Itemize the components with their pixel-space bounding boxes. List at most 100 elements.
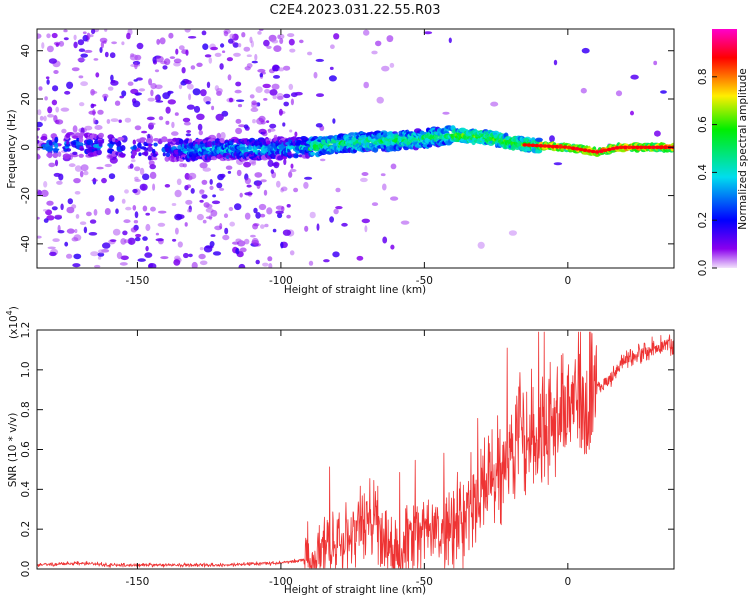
noise-blob bbox=[134, 166, 141, 172]
noise-blob bbox=[66, 253, 73, 259]
noise-blob bbox=[328, 75, 337, 82]
noise-blob bbox=[272, 65, 276, 72]
noise-blob bbox=[269, 89, 278, 96]
noise-blob bbox=[243, 124, 249, 129]
noise-blob bbox=[46, 45, 54, 53]
noise-blob bbox=[287, 33, 295, 38]
spectrogram-panel: -150 -100 -50 0 -40 -20 0 20 40 Height of straig… bbox=[6, 28, 675, 296]
ridge-blob bbox=[37, 139, 40, 144]
noise-blob bbox=[38, 86, 43, 91]
ridge-core bbox=[570, 146, 576, 150]
noise-blob bbox=[79, 102, 85, 107]
noise-blob bbox=[224, 227, 229, 235]
ridge-blob bbox=[93, 133, 98, 140]
noise-blob bbox=[243, 161, 252, 168]
noise-blob bbox=[173, 259, 181, 266]
noise-blob bbox=[137, 258, 146, 262]
top-x-axis-label: Height of straight line (km) bbox=[284, 284, 426, 296]
noise-blob bbox=[615, 90, 623, 97]
noise-blob bbox=[263, 189, 268, 196]
snr-x-tick-label: 0 bbox=[564, 576, 571, 588]
ridge-blob bbox=[138, 152, 142, 157]
noise-blob bbox=[112, 228, 121, 236]
ridge-blob bbox=[72, 151, 78, 155]
noise-blob bbox=[73, 253, 82, 260]
noise-blob bbox=[146, 146, 154, 152]
ridge-core bbox=[642, 145, 648, 150]
noise-blob bbox=[201, 194, 208, 199]
noise-blob bbox=[123, 219, 131, 224]
noise-blob bbox=[448, 37, 452, 44]
noise-blob bbox=[133, 79, 138, 82]
noise-blob bbox=[131, 159, 136, 163]
noise-blob bbox=[654, 130, 661, 137]
noise-blob bbox=[266, 120, 270, 123]
spectrogram-x-tick-label: -100 bbox=[269, 275, 293, 287]
noise-blob bbox=[260, 179, 267, 183]
noise-blob bbox=[307, 51, 313, 56]
ridge-blob bbox=[151, 148, 156, 154]
noise-blob bbox=[134, 236, 141, 242]
noise-blob bbox=[335, 187, 341, 193]
ridge-core bbox=[574, 147, 580, 151]
ridge-blob bbox=[162, 152, 166, 157]
noise-blob bbox=[39, 115, 44, 121]
ridge-blob bbox=[137, 142, 142, 148]
ridge-core bbox=[542, 144, 548, 148]
noise-blob bbox=[83, 170, 89, 176]
noise-blob bbox=[220, 132, 226, 140]
noise-blob bbox=[206, 81, 211, 89]
noise-blob bbox=[86, 32, 91, 40]
noise-blob bbox=[276, 162, 280, 166]
snr-y-tick-label: 0.0 bbox=[20, 561, 32, 578]
noise-blob bbox=[124, 189, 129, 194]
ridge-core bbox=[618, 145, 624, 150]
noise-blob bbox=[278, 108, 283, 116]
noise-blob bbox=[333, 33, 340, 40]
noise-blob bbox=[630, 74, 639, 80]
noise-blob bbox=[289, 250, 295, 256]
noise-blob bbox=[64, 90, 71, 95]
ridge-blob bbox=[48, 140, 54, 146]
noise-blob bbox=[45, 76, 50, 80]
noise-blob bbox=[251, 60, 258, 64]
noise-blob bbox=[110, 118, 119, 122]
spectrogram-frame bbox=[36, 28, 675, 269]
noise-blob bbox=[171, 203, 177, 206]
noise-blob bbox=[211, 200, 221, 205]
noise-blob bbox=[54, 159, 59, 167]
noise-blob bbox=[121, 90, 127, 97]
noise-blob bbox=[209, 241, 215, 247]
ridge-blob bbox=[98, 141, 103, 147]
noise-blob bbox=[84, 125, 93, 131]
noise-blob bbox=[249, 36, 253, 44]
noise-blob bbox=[205, 216, 213, 220]
snr-x-tick-label: -100 bbox=[269, 576, 293, 588]
noise-blob bbox=[37, 235, 42, 239]
spectrogram-axes: -150 -100 -50 0 -40 -20 0 20 40 bbox=[20, 29, 674, 287]
noise-blob bbox=[267, 159, 274, 167]
noise-blob bbox=[152, 56, 157, 64]
noise-blob bbox=[73, 34, 77, 41]
noise-blob bbox=[177, 241, 183, 248]
ridge-blob bbox=[70, 153, 79, 158]
ridge-core bbox=[602, 148, 608, 153]
noise-blob bbox=[97, 256, 102, 260]
spectrogram-y-tick-label: 20 bbox=[20, 92, 32, 105]
noise-blob bbox=[232, 241, 239, 245]
noise-blob bbox=[44, 96, 48, 101]
noise-blob bbox=[278, 67, 285, 72]
colorbar-tick-label: 0.4 bbox=[697, 164, 709, 181]
noise-blob bbox=[333, 208, 339, 215]
noise-blob bbox=[182, 117, 191, 123]
ridge-blob bbox=[64, 143, 71, 147]
ridge-core bbox=[526, 143, 532, 147]
noise-blob bbox=[124, 117, 132, 123]
noise-blob bbox=[93, 58, 99, 61]
ridge-core bbox=[550, 144, 556, 149]
noise-blob bbox=[132, 100, 141, 108]
noise-blob bbox=[88, 110, 96, 115]
ridge-blob bbox=[310, 152, 316, 156]
noise-blob bbox=[214, 52, 222, 58]
ridge-blob bbox=[248, 145, 252, 150]
